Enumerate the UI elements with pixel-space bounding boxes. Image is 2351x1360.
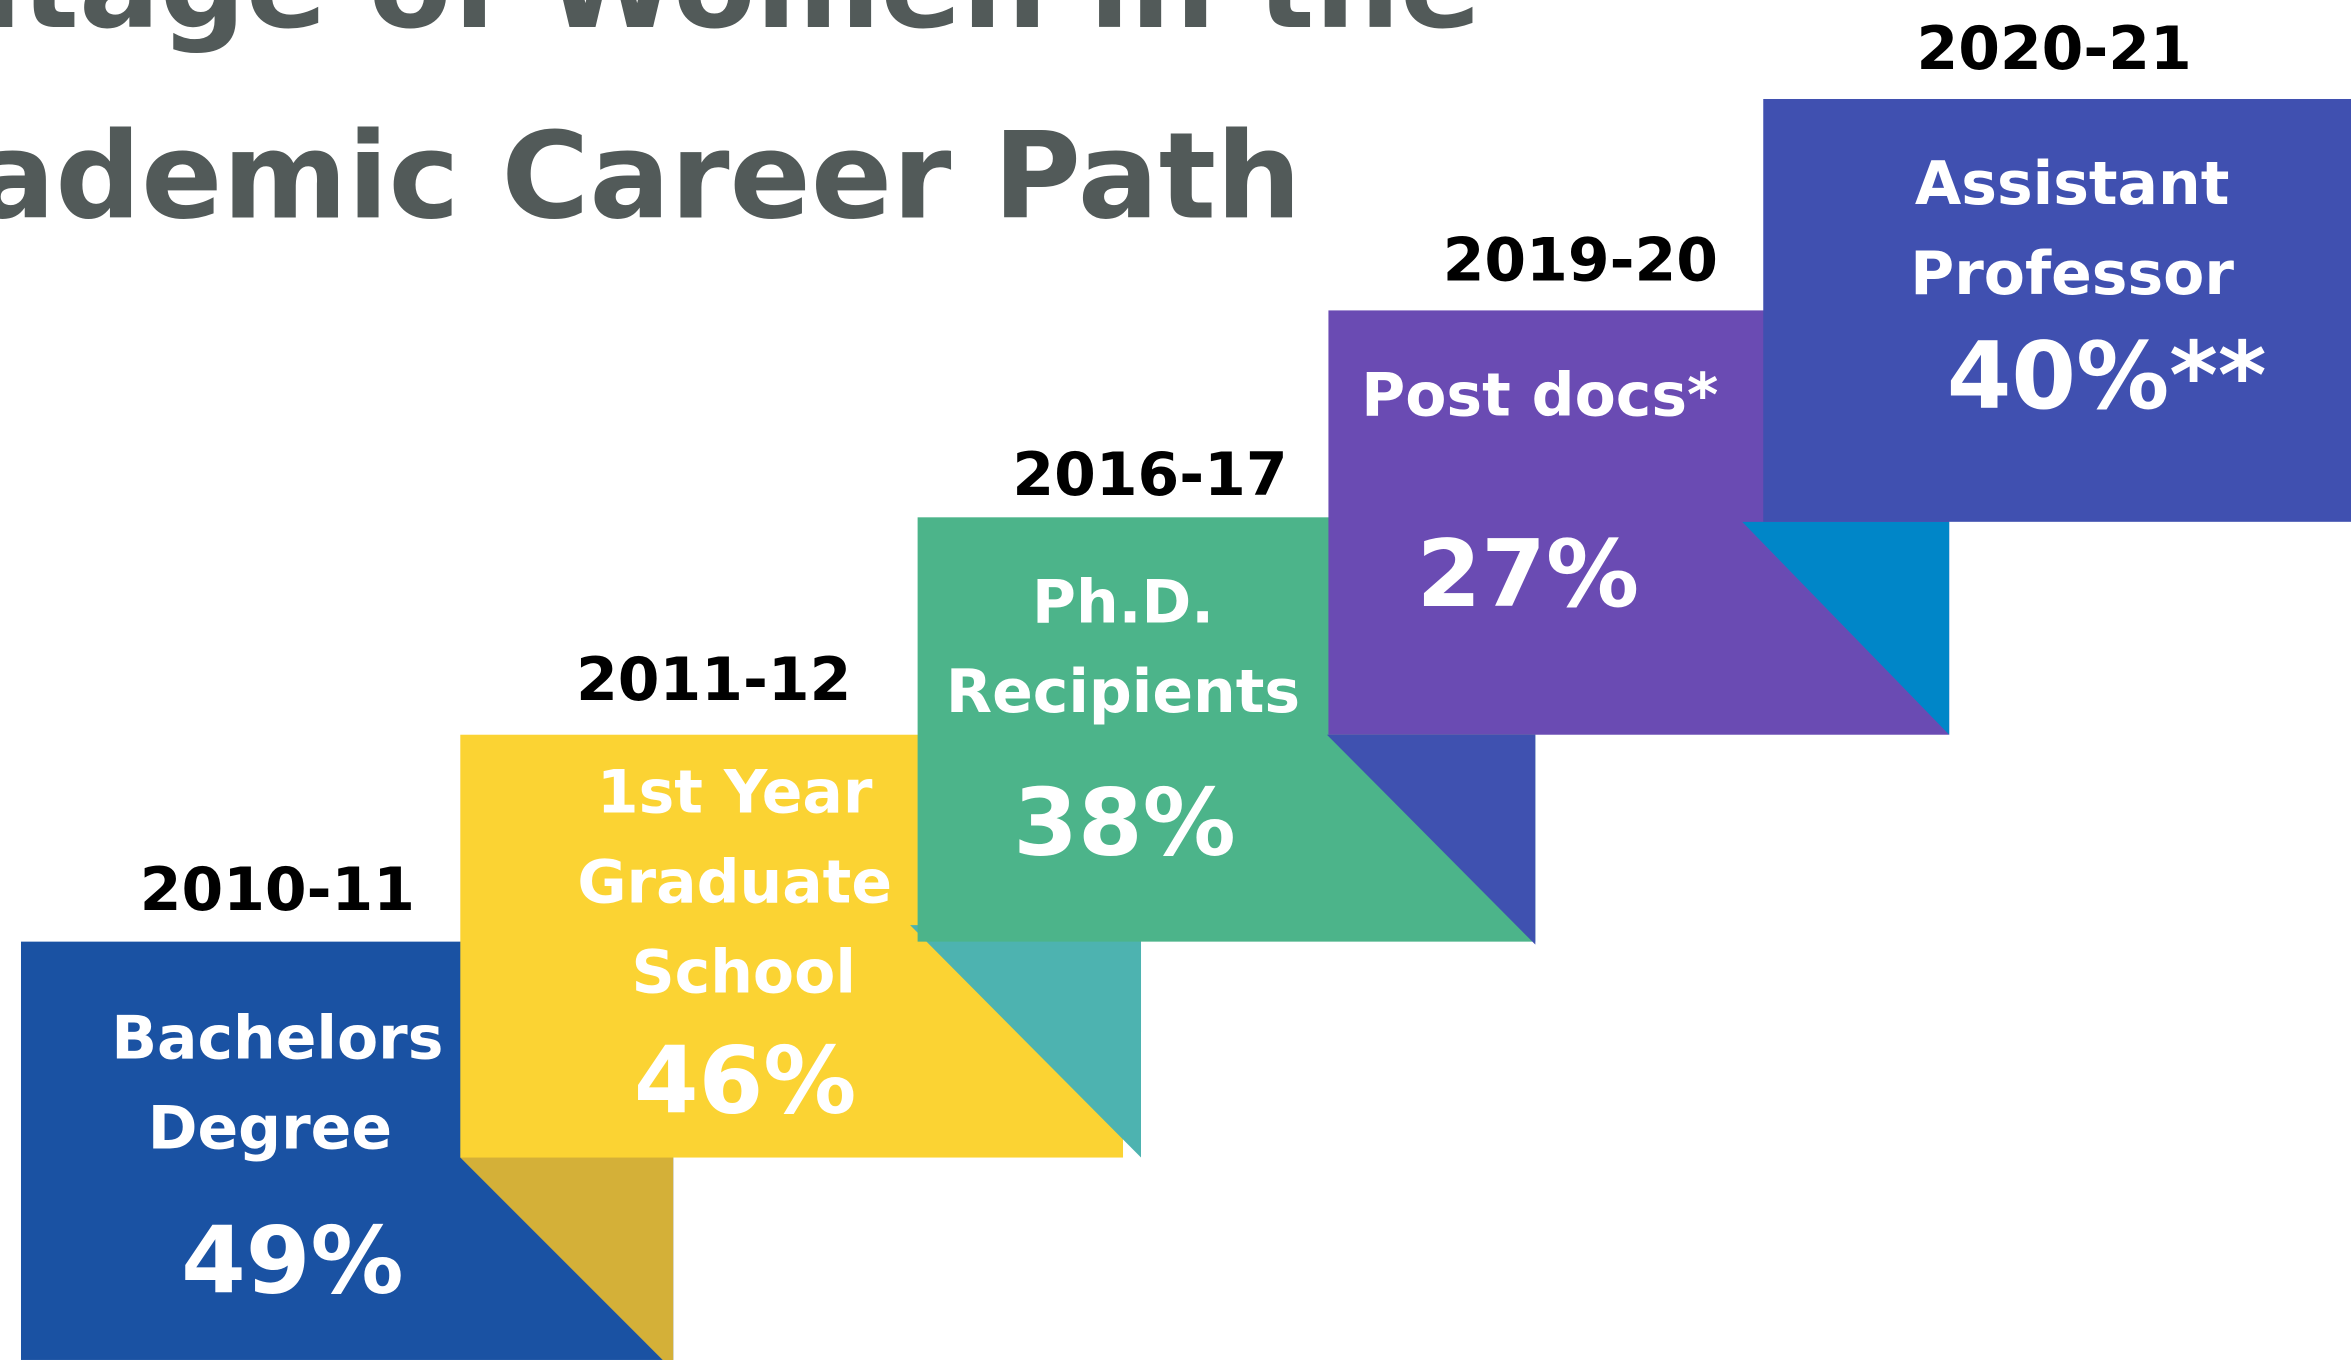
step-year: 2010-11 (140, 855, 415, 925)
step-label: Degree (148, 1094, 392, 1164)
step-value: 38% (1013, 769, 1236, 877)
step-year: 2019-20 (1443, 225, 1718, 295)
step-label: Recipients (946, 657, 1300, 727)
steps-shapes (20, 98, 2351, 1360)
step-value: 49% (181, 1206, 404, 1314)
title: Academic Career Path (0, 107, 1301, 246)
step-value: 27% (1417, 520, 1640, 628)
step-label: Graduate (577, 848, 892, 918)
step-value: 46% (634, 1027, 857, 1135)
step-label: School (631, 938, 855, 1008)
step-label: 1st Year (597, 758, 873, 828)
step-label: Assistant (1915, 149, 2230, 219)
step-label: Bachelors (111, 1004, 443, 1074)
step-value: 40%** (1947, 322, 2267, 430)
step-year: 2011-12 (576, 645, 851, 715)
title: Percentage of Women in the (0, 0, 1481, 56)
step-box (1763, 98, 2351, 522)
step-label: Professor (1910, 239, 2234, 309)
fold (460, 1157, 674, 1360)
step-label: Post docs* (1361, 360, 1718, 430)
step-label: Ph.D. (1032, 567, 1214, 637)
step-year: 2020-21 (1917, 14, 2192, 84)
step-year: 2016-17 (1012, 440, 1287, 510)
